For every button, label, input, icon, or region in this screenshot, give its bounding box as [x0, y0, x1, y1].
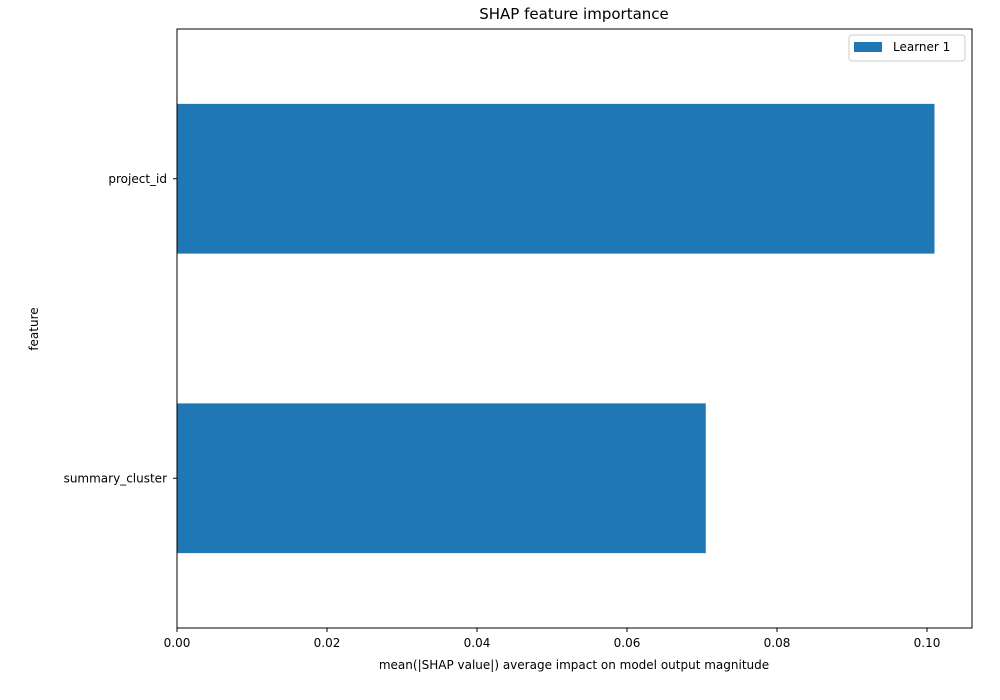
- y-ticks: project_id summary_cluster: [64, 172, 177, 485]
- x-axis-label: mean(|SHAP value|) average impact on mod…: [379, 658, 769, 672]
- x-tick-label: 0.00: [164, 636, 191, 650]
- bar-summary_cluster: [177, 403, 706, 554]
- bar-project_id: [177, 103, 935, 254]
- bars-layer: [177, 103, 935, 554]
- x-tick-label: 0.06: [614, 636, 641, 650]
- legend-swatch: [854, 42, 882, 52]
- x-tick-label: 0.04: [464, 636, 491, 650]
- legend-label: Learner 1: [893, 40, 950, 54]
- y-axis-label: feature: [27, 307, 41, 350]
- chart-title: SHAP feature importance: [479, 5, 669, 23]
- y-tick-label: summary_cluster: [64, 471, 168, 485]
- legend-frame: [848, 34, 966, 62]
- x-ticks: 0.00 0.02 0.04 0.06 0.08 0.10: [164, 628, 941, 650]
- x-tick-label: 0.08: [764, 636, 791, 650]
- x-tick-label: 0.10: [914, 636, 941, 650]
- legend: Learner 1: [848, 34, 966, 62]
- plot-frame: [176, 28, 973, 629]
- x-tick-label: 0.02: [314, 636, 341, 650]
- y-tick-label: project_id: [108, 172, 167, 186]
